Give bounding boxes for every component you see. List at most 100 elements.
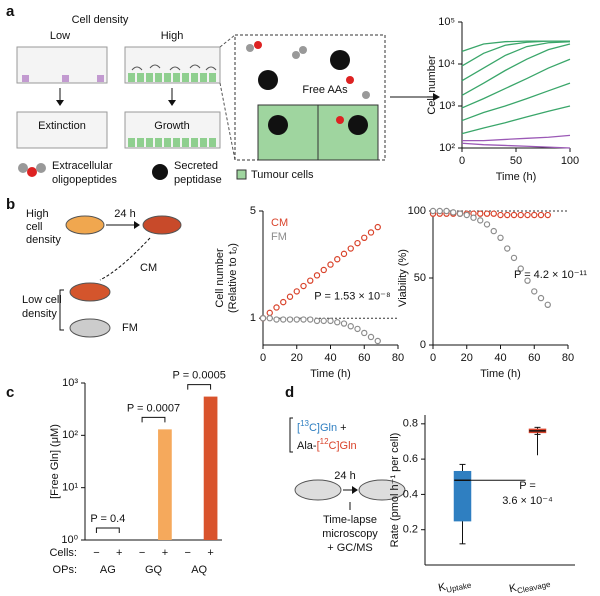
y-tick-label: 10²: [62, 429, 78, 441]
annotation: 3.6 × 10⁻⁴: [502, 495, 553, 507]
x-tick-label: 40: [324, 352, 336, 364]
point: [490, 210, 497, 217]
line-series: [461, 82, 571, 122]
x-tick-label: 0: [430, 352, 436, 364]
label: Low: [50, 30, 70, 42]
x-tick-label: +: [116, 547, 122, 559]
line-series: [461, 142, 571, 149]
point: [286, 316, 294, 323]
y-axis-label: Viability (%): [397, 249, 409, 307]
arrowhead: [134, 221, 140, 229]
y-axis-label: Cell number: [426, 55, 438, 115]
label: + GC/MS: [327, 542, 373, 554]
tracer: [: [317, 440, 320, 452]
line-series: [461, 43, 571, 96]
point: [259, 315, 267, 322]
point: [443, 207, 450, 215]
label: Extinction: [38, 120, 86, 132]
x-tick-label: 50: [510, 155, 522, 167]
peptides: [131, 64, 217, 71]
x-tick-label: 0: [459, 155, 465, 167]
tumour-cell: [257, 104, 319, 161]
bar: [158, 429, 172, 540]
line-series: [461, 41, 571, 82]
tracer: C]Gln: [329, 440, 357, 452]
point: [273, 304, 280, 311]
legend-icon: [18, 163, 28, 173]
amino-acid: [336, 116, 344, 124]
point: [477, 210, 484, 217]
y-tick-label: 0.4: [403, 488, 418, 500]
annotation: P = 1.53 × 10⁻⁸: [314, 291, 390, 303]
point: [307, 277, 314, 284]
category-subscript: Cleavage: [516, 580, 551, 596]
dish: [16, 111, 108, 149]
x-axis-label: Time (h): [310, 368, 351, 380]
arrowhead: [433, 93, 440, 101]
dish: [142, 215, 182, 235]
dish: [69, 282, 111, 302]
panel-label: c: [6, 384, 14, 401]
panel-label: d: [285, 384, 294, 401]
y-tick-label: 0: [420, 339, 426, 351]
legend-label: FM: [271, 231, 287, 243]
line-series: [462, 134, 571, 142]
label: FM: [122, 322, 138, 334]
point: [456, 210, 464, 217]
point: [537, 211, 545, 219]
x-tick-label: 0: [260, 352, 266, 364]
diagram-a: Cell density Low High Extinction Growth …: [16, 14, 440, 186]
point: [354, 325, 361, 333]
y-tick-label: 5: [250, 205, 256, 217]
tracer: +: [340, 422, 346, 434]
tumour-cell: [317, 104, 379, 161]
legend-icon: [36, 163, 46, 173]
bracket: [141, 416, 166, 423]
point: [280, 298, 287, 306]
point: [280, 316, 287, 323]
point: [497, 234, 504, 241]
point: [367, 229, 375, 236]
amino-acid: [346, 76, 354, 84]
legend-icon: [152, 164, 168, 180]
zoom-line: [219, 34, 236, 161]
label: cell: [26, 221, 43, 233]
x-tick-label: 60: [358, 352, 370, 364]
category-subscript: Uptake: [446, 581, 473, 595]
y-tick-label: 50: [414, 272, 426, 284]
y-tick-label: 10⁵: [438, 16, 455, 28]
legend-label: CM: [271, 217, 288, 229]
point: [490, 227, 497, 235]
amino-acid: [292, 51, 300, 59]
group-label: GQ: [145, 564, 163, 576]
amino-acid: [362, 91, 370, 99]
x-tick-label: 80: [562, 352, 574, 364]
y-tick-label: 10¹: [62, 482, 78, 494]
point: [504, 245, 511, 252]
annotation: P = 4.2 × 10⁻¹¹: [514, 269, 587, 281]
annotation: P =: [519, 480, 536, 492]
amino-acid: [254, 41, 262, 49]
point: [307, 316, 314, 323]
point: [510, 211, 518, 219]
tracer: C]Gln: [309, 422, 337, 434]
category-prefix: K: [437, 581, 447, 594]
point: [463, 211, 470, 219]
label: Cell density: [72, 14, 129, 26]
point: [361, 329, 368, 337]
line-series: [461, 58, 571, 109]
box: [453, 470, 472, 522]
dish: [65, 215, 105, 235]
point: [531, 211, 538, 219]
tracer-mass: 12: [320, 437, 329, 446]
y-axis-label: Cell number: [214, 248, 226, 308]
peptidase: [348, 115, 368, 135]
point: [524, 211, 531, 219]
dish: [358, 479, 406, 501]
bracket: [95, 527, 120, 533]
label: density: [22, 308, 57, 320]
tracer: Ala-: [297, 440, 317, 452]
point: [293, 288, 300, 295]
point: [544, 211, 551, 219]
group-label: AG: [100, 564, 116, 576]
